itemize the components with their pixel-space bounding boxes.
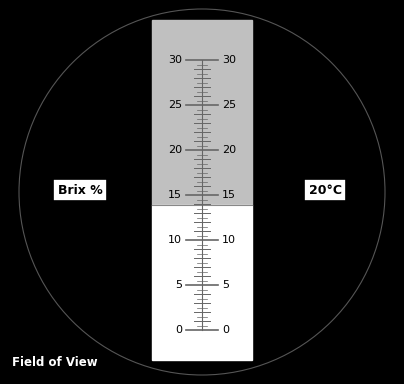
Bar bbox=[152, 20, 252, 205]
Text: 20°C: 20°C bbox=[309, 184, 341, 197]
Text: 20: 20 bbox=[168, 145, 182, 155]
Text: 5: 5 bbox=[222, 280, 229, 290]
Text: 10: 10 bbox=[168, 235, 182, 245]
Text: 30: 30 bbox=[222, 55, 236, 65]
Text: 0: 0 bbox=[222, 325, 229, 335]
Bar bbox=[152, 205, 252, 360]
Circle shape bbox=[19, 9, 385, 375]
Text: Brix %: Brix % bbox=[58, 184, 102, 197]
Text: 25: 25 bbox=[168, 100, 182, 110]
Text: 20: 20 bbox=[222, 145, 236, 155]
Text: 30: 30 bbox=[168, 55, 182, 65]
Text: 15: 15 bbox=[168, 190, 182, 200]
Text: 25: 25 bbox=[222, 100, 236, 110]
Text: 15: 15 bbox=[222, 190, 236, 200]
Text: 5: 5 bbox=[175, 280, 182, 290]
Text: 10: 10 bbox=[222, 235, 236, 245]
Text: 0: 0 bbox=[175, 325, 182, 335]
Text: Field of View: Field of View bbox=[12, 356, 98, 369]
